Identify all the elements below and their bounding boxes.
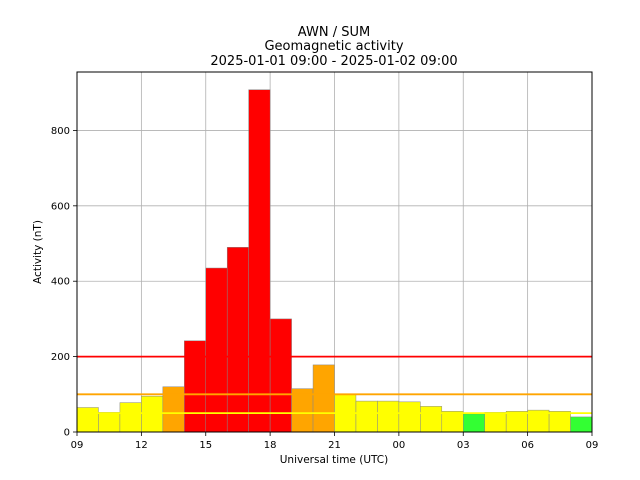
- activity-bar-15: [205, 267, 228, 433]
- chart-title-line-2: Geomagnetic activity: [264, 39, 403, 54]
- x-axis-ticks: 09 12 15 18 21 00 03 06 09: [71, 432, 599, 451]
- y-tick-label: 400: [51, 277, 70, 288]
- chart-title-line-3: 2025-01-01 09:00 - 2025-01-02 09:00: [210, 54, 457, 69]
- activity-bar-23: [377, 400, 400, 433]
- y-tick-label: 200: [51, 352, 70, 363]
- x-tick-label: 12: [135, 440, 148, 451]
- y-tick-label: 0: [64, 428, 70, 439]
- activity-bar-03: [463, 413, 485, 433]
- activity-bar-01: [420, 406, 443, 433]
- bars-group: [76, 89, 593, 433]
- activity-bar-16: [226, 247, 249, 433]
- threshold-lines: [77, 355, 592, 415]
- y-tick-label: 800: [51, 126, 70, 137]
- activity-bar-11: [119, 402, 142, 433]
- activity-bar-04: [484, 412, 507, 433]
- y-axis-ticks: 0 200 400 600 800: [51, 126, 77, 439]
- x-tick-label: 00: [393, 440, 406, 451]
- x-tick-label: 15: [199, 440, 212, 451]
- y-axis-label: Activity (nT): [32, 220, 44, 284]
- chart-title-line-1: AWN / SUM: [298, 25, 370, 40]
- x-tick-label: 21: [328, 440, 341, 451]
- x-axis-label: Universal time (UTC): [280, 454, 388, 466]
- activity-bar-10: [98, 412, 121, 433]
- activity-bar-07: [548, 411, 571, 433]
- activity-bar-08: [570, 416, 593, 433]
- x-tick-label: 09: [586, 440, 599, 451]
- activity-bar-00: [398, 401, 421, 433]
- activity-bar-18: [269, 318, 292, 433]
- activity-bar-09: [76, 407, 99, 433]
- x-tick-label: 09: [71, 440, 84, 451]
- activity-bar-05: [505, 411, 528, 433]
- activity-bar-12: [141, 395, 164, 433]
- x-tick-label: 18: [264, 440, 277, 451]
- activity-bar-22: [355, 400, 378, 433]
- activity-bar-17: [248, 89, 271, 433]
- activity-bar-02: [441, 411, 464, 433]
- activity-bar-20: [312, 364, 335, 433]
- y-tick-label: 600: [51, 201, 70, 212]
- x-tick-label: 06: [521, 440, 534, 451]
- activity-bar-14: [184, 340, 207, 433]
- x-tick-label: 03: [457, 440, 470, 451]
